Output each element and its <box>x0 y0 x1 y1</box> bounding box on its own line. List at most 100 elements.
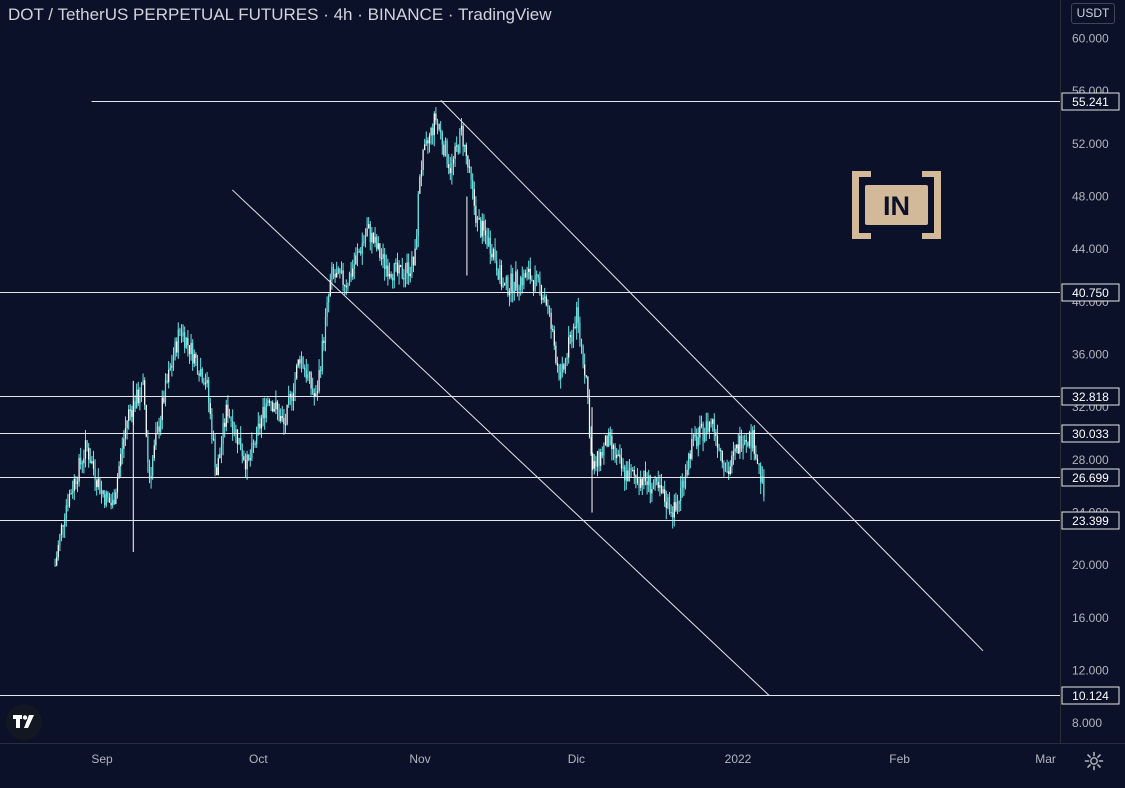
candle-body <box>440 129 442 133</box>
candle-body <box>369 224 371 243</box>
candle-body <box>105 492 107 506</box>
candle-body <box>57 545 59 558</box>
candle-body <box>531 279 533 281</box>
candle-body <box>572 326 575 343</box>
candle-body <box>555 345 557 363</box>
candle-body <box>388 273 391 277</box>
candle-body <box>230 417 232 422</box>
candle-body <box>224 422 226 427</box>
candle-body <box>235 429 237 434</box>
candle-body <box>342 270 344 285</box>
candle-body <box>404 273 407 279</box>
level-price-label: 10.124 <box>1072 689 1109 703</box>
candle-body <box>468 166 471 168</box>
candle-body <box>256 426 258 445</box>
svg-text:IN: IN <box>883 191 910 221</box>
x-tick-label: Dic <box>568 752 585 766</box>
candle-body <box>140 384 143 398</box>
candle-body <box>635 475 637 478</box>
candle-body <box>520 277 522 290</box>
candle-body <box>65 505 67 519</box>
candle-body <box>488 237 490 246</box>
candle-body <box>88 447 90 460</box>
candle-body <box>731 455 733 467</box>
candle-body <box>158 426 160 432</box>
candle-body <box>702 423 704 442</box>
candle-body <box>286 404 288 425</box>
candle-body <box>603 445 605 456</box>
candle-body <box>548 306 551 313</box>
level-price-label-box <box>1061 424 1120 443</box>
candle-body <box>352 268 354 277</box>
candle-body <box>472 179 474 190</box>
candle-body <box>622 466 624 469</box>
candle-body <box>529 268 531 280</box>
candle-body <box>110 502 112 506</box>
candle-body <box>681 480 683 488</box>
candle-body <box>363 241 365 244</box>
candle-body <box>60 525 63 535</box>
candle-body <box>100 490 103 494</box>
candle-body <box>329 279 331 296</box>
candle-body <box>345 285 347 288</box>
candle-body <box>172 357 175 366</box>
candle-body <box>204 383 207 385</box>
candle-body <box>590 437 592 454</box>
candle-body <box>297 359 299 366</box>
candle-body <box>272 402 274 412</box>
candle-body <box>147 436 149 463</box>
candle-body <box>374 236 376 243</box>
candle-body <box>187 337 189 346</box>
candle-body <box>123 438 125 449</box>
candle-body <box>80 457 82 465</box>
candle-body <box>729 466 731 475</box>
candle-body <box>331 266 333 280</box>
y-tick-label: 52.000 <box>1072 137 1109 151</box>
candle-body <box>134 401 136 409</box>
candle-body <box>736 444 738 449</box>
candle-body <box>176 341 178 353</box>
tradingview-logo-icon[interactable] <box>6 704 42 740</box>
candle-body <box>217 458 219 476</box>
candle-body <box>196 357 199 374</box>
candle-body <box>422 150 424 170</box>
x-tick-label: Mar <box>1035 752 1056 766</box>
candle-body <box>604 435 607 446</box>
currency-button[interactable]: USDT <box>1071 3 1115 24</box>
candle-body <box>214 438 216 468</box>
candle-body <box>585 375 587 377</box>
candle-body <box>113 499 115 504</box>
candle-body <box>89 459 91 464</box>
candle-body <box>614 445 616 458</box>
candle-body <box>481 220 483 237</box>
candle-body <box>280 416 282 421</box>
candle-body <box>556 362 559 367</box>
candle-body <box>563 364 565 370</box>
candle-body <box>760 465 762 483</box>
candle-body <box>240 437 242 451</box>
candle-body <box>411 256 413 274</box>
candle-body <box>315 393 317 397</box>
candle-body <box>672 512 674 518</box>
candle-body <box>243 456 245 461</box>
candle-body <box>262 406 264 419</box>
candle-body <box>294 378 296 394</box>
candle-body <box>339 268 341 273</box>
candle-body <box>489 237 491 254</box>
candle-body <box>616 454 618 458</box>
candle-body <box>528 268 530 273</box>
candle-body <box>120 453 122 467</box>
candle-body <box>502 285 504 287</box>
candle-body <box>739 435 741 454</box>
level-price-label-box <box>1061 511 1120 530</box>
gear-icon[interactable] <box>1082 749 1106 773</box>
candle-body <box>193 353 195 364</box>
candle-body <box>182 332 184 337</box>
candle-body <box>664 489 666 502</box>
candle-body <box>588 397 591 438</box>
candle-body <box>491 253 493 258</box>
candle-body <box>547 305 549 307</box>
candle-body <box>267 400 269 404</box>
